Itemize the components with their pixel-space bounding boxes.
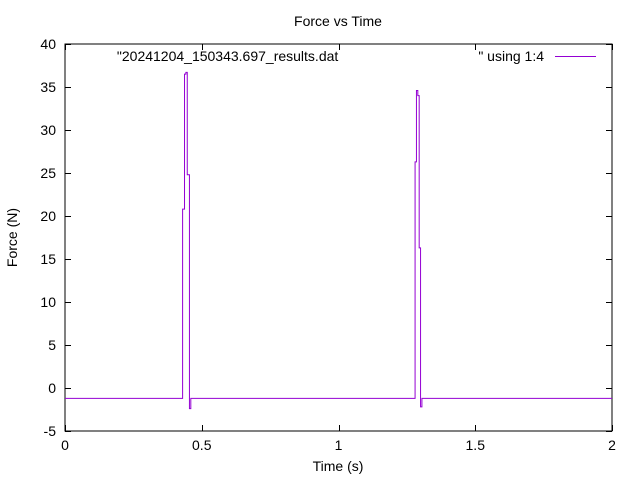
x-tick-label: 1 [335,437,343,453]
x-tick-label: 1.5 [466,437,486,453]
x-tick-label: 0.5 [192,437,212,453]
x-tick-label: 2 [608,437,616,453]
x-axis-label: Time (s) [313,458,364,474]
y-tick-label: 25 [40,165,56,181]
y-tick-label: 30 [40,122,56,138]
y-axis-label: Force (N) [4,208,20,267]
legend-label: "20241204_150343.697_results.dat " using… [117,48,544,64]
series-line-0 [65,71,612,410]
y-tick-label: 35 [40,79,56,95]
y-tick-label: -5 [44,423,57,439]
y-tick-label: 20 [40,208,56,224]
y-tick-label: 10 [40,294,56,310]
chart-title: Force vs Time [294,13,382,29]
y-tick-label: 0 [48,380,56,396]
plot-frame [64,43,613,432]
x-tick-label: 0 [61,437,69,453]
y-tick-label: 15 [40,251,56,267]
y-tick-label: 40 [40,36,56,52]
y-tick-label: 5 [48,337,56,353]
